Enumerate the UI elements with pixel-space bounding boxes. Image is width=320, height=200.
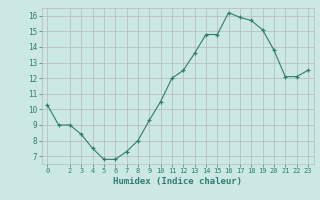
X-axis label: Humidex (Indice chaleur): Humidex (Indice chaleur)	[113, 177, 242, 186]
